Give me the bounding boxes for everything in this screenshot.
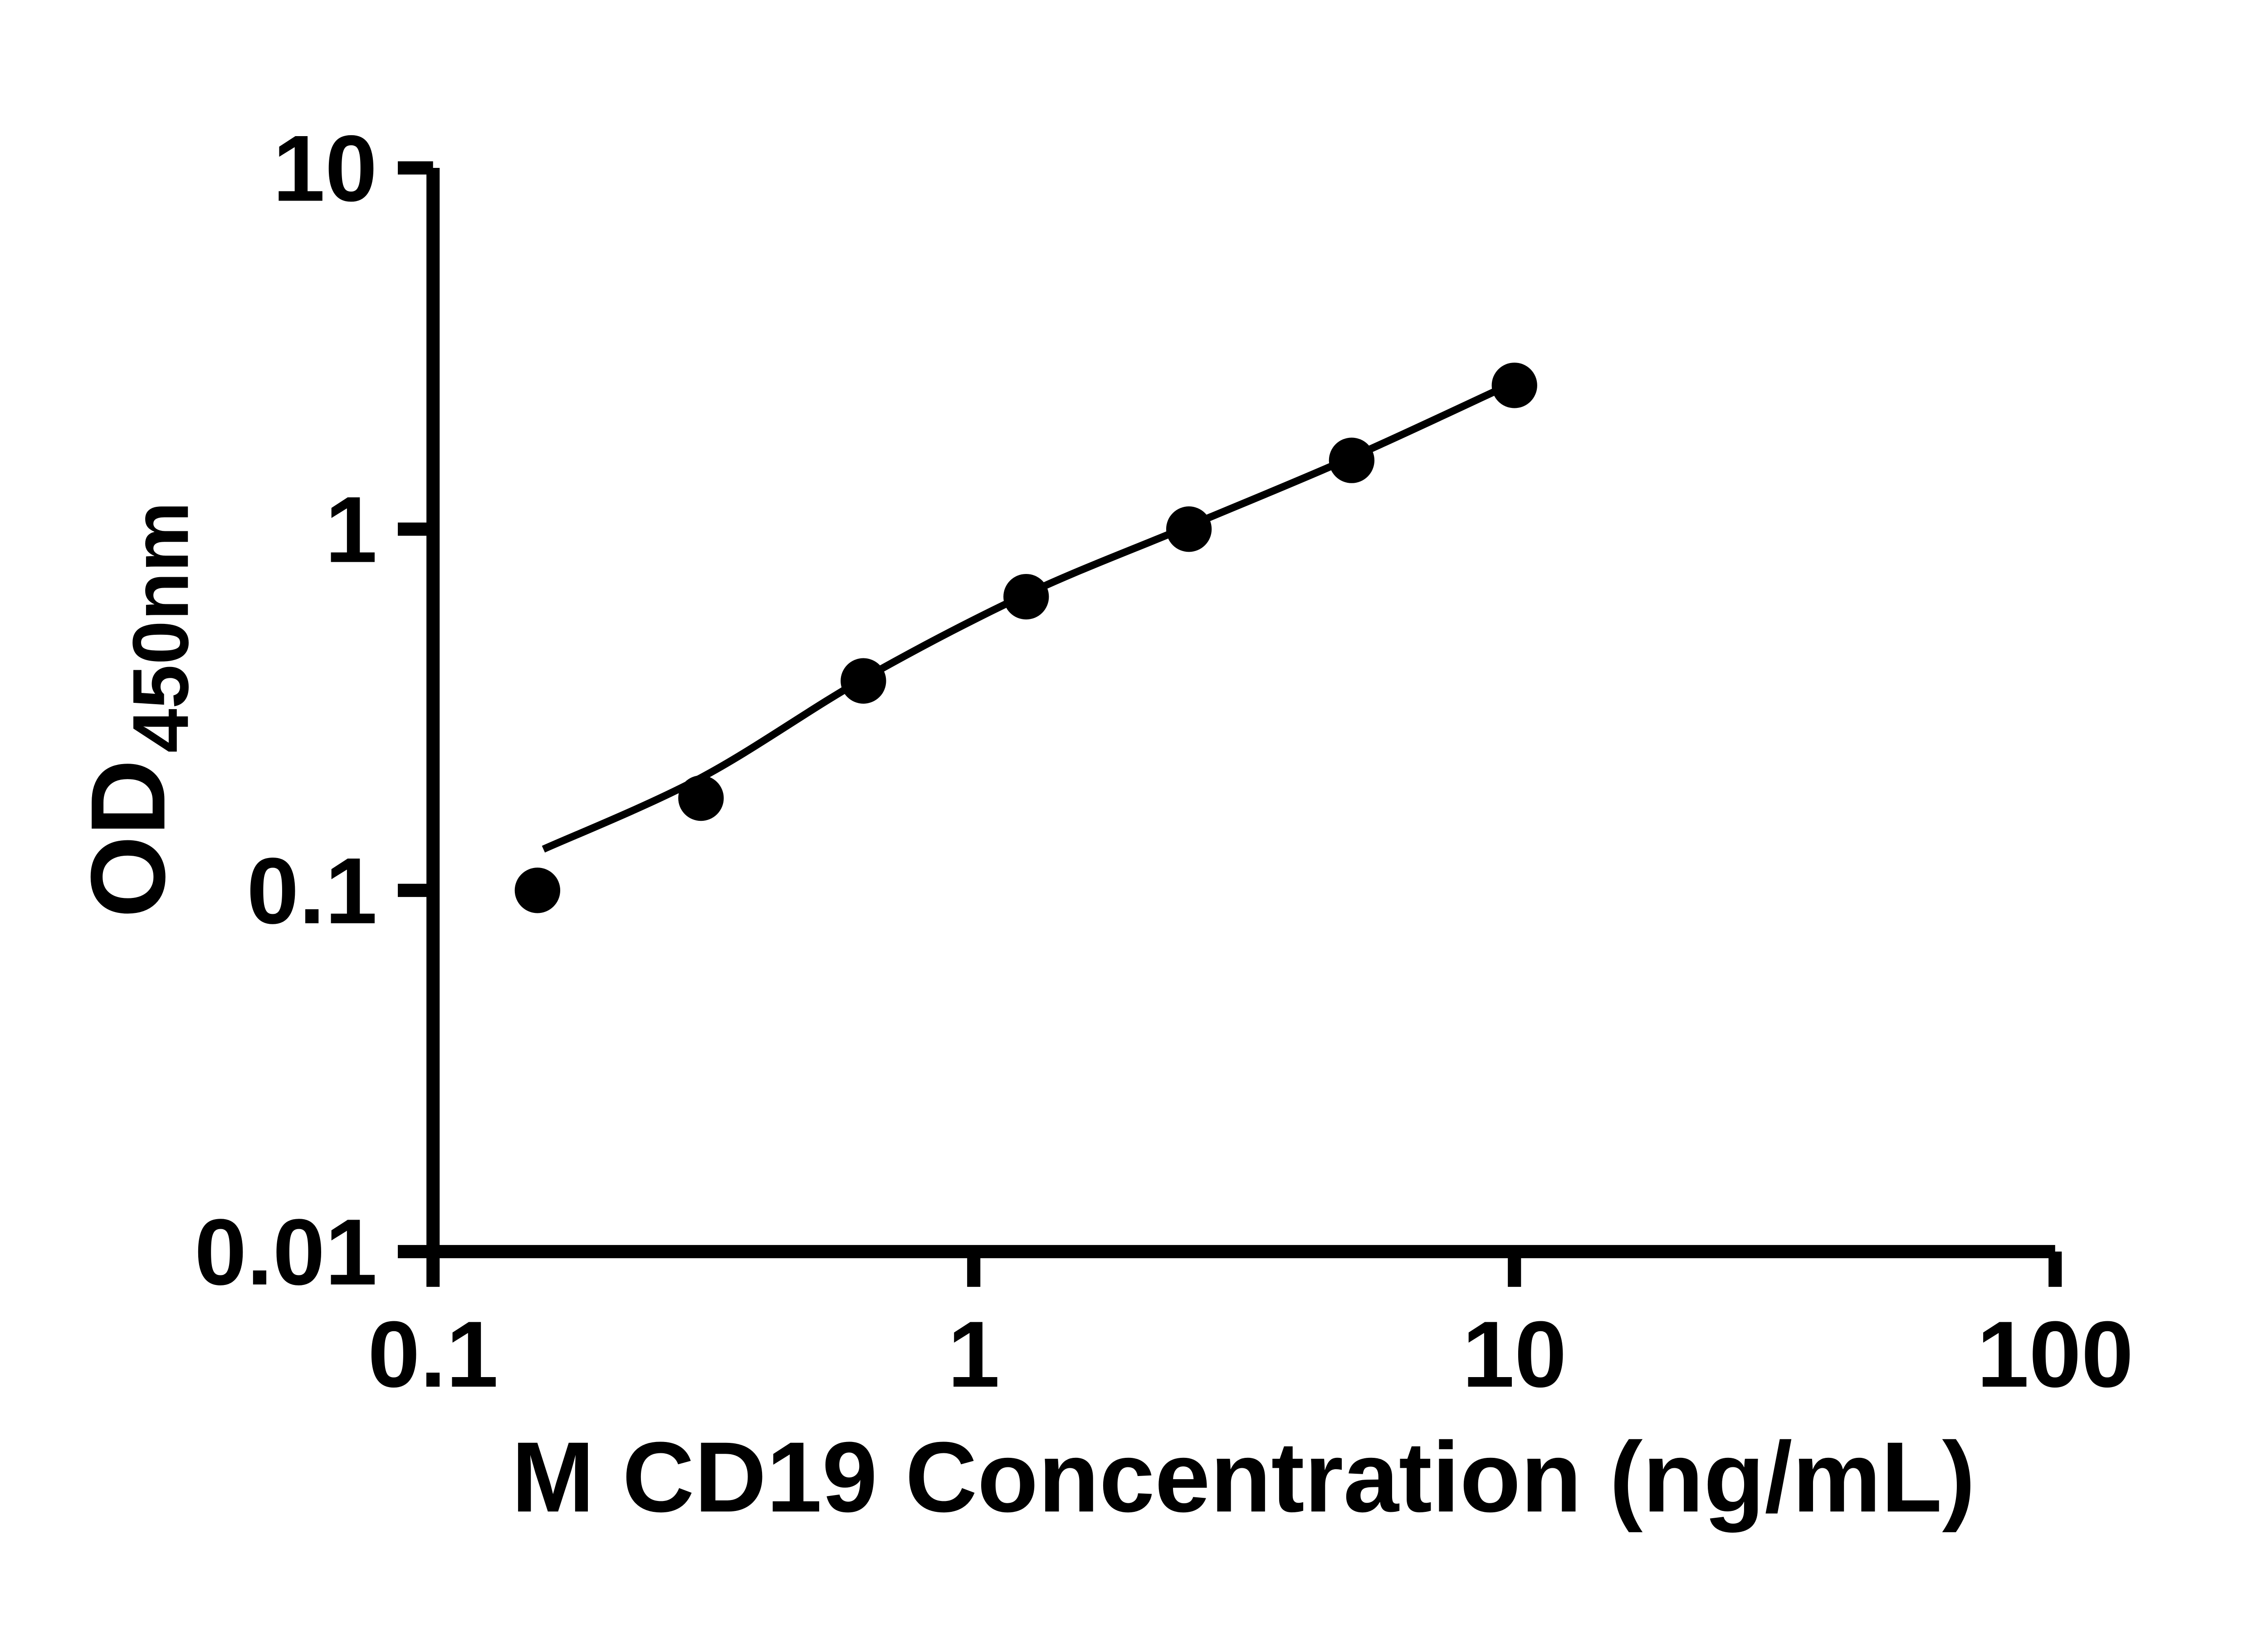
y-tick-label: 1 xyxy=(325,477,377,582)
data-point xyxy=(841,658,886,704)
y-tick-label: 0.1 xyxy=(247,839,377,943)
x-axis-title: M CD19 Concentration (ng/mL) xyxy=(511,1421,1975,1533)
y-tick-label: 0.01 xyxy=(195,1200,377,1304)
data-point xyxy=(514,868,561,913)
y-axis-title-main: OD xyxy=(69,760,187,918)
data-point xyxy=(1329,437,1375,483)
y-axis-title: OD 450nm xyxy=(69,501,205,918)
y-axis-title-subscript: 450nm xyxy=(117,501,205,753)
data-point xyxy=(1491,363,1537,408)
x-tick-label: 0.1 xyxy=(368,1302,499,1407)
y-tick-label: 10 xyxy=(273,116,377,221)
axes xyxy=(426,168,2055,1258)
data-point xyxy=(678,775,724,821)
x-tick-label: 1 xyxy=(948,1302,1000,1407)
axis-spines xyxy=(426,168,2055,1258)
tick-marks xyxy=(398,161,2062,1287)
x-tick-label: 100 xyxy=(1977,1302,2134,1407)
data-points-group xyxy=(514,363,1537,913)
data-point xyxy=(1003,574,1049,620)
x-tick-label: 10 xyxy=(1462,1302,1567,1407)
data-point xyxy=(1166,506,1212,552)
